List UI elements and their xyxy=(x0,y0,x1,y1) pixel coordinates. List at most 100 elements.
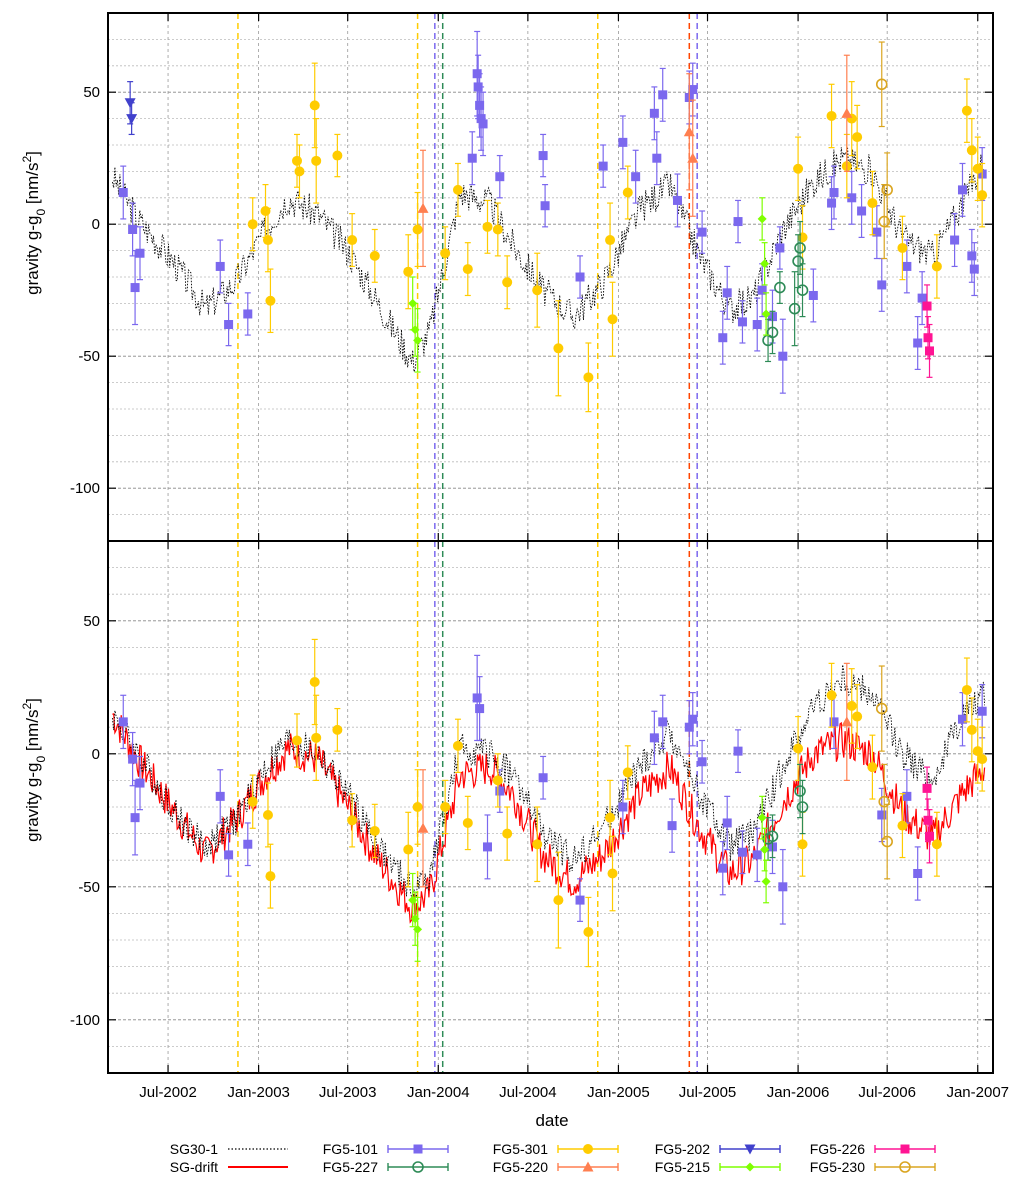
series-fg5-226 xyxy=(922,766,935,864)
series-fg5-230 xyxy=(875,41,893,260)
data-point xyxy=(583,927,594,938)
data-point xyxy=(797,839,808,850)
data-point xyxy=(403,266,414,277)
data-point xyxy=(977,754,988,765)
legend-label: FG5-215 xyxy=(655,1159,710,1175)
legend-entry-fg5-215: FG5-215 xyxy=(655,1159,781,1175)
series-fg5-301 xyxy=(247,638,988,968)
legend-marker xyxy=(899,1161,911,1173)
data-point xyxy=(476,114,486,124)
y-axis-label-top-close: ] xyxy=(23,151,42,156)
data-point xyxy=(718,333,728,343)
data-point xyxy=(126,114,138,125)
data-point xyxy=(605,812,616,823)
data-point xyxy=(796,284,809,297)
y-axis-label-top-main: gravity g-g xyxy=(23,216,42,295)
x-tick-label: Jul-2002 xyxy=(139,1084,197,1101)
legend-entry-fg5-227: FG5-227 xyxy=(323,1159,449,1175)
data-point xyxy=(243,309,253,319)
legend-marker xyxy=(583,1144,593,1154)
data-point xyxy=(752,850,762,860)
data-point xyxy=(794,242,806,254)
data-point xyxy=(752,320,762,330)
data-point xyxy=(538,773,548,783)
data-point xyxy=(872,227,882,237)
data-point xyxy=(538,151,548,161)
data-point xyxy=(482,842,492,852)
data-point xyxy=(475,704,485,714)
data-point xyxy=(598,161,608,171)
data-point xyxy=(881,184,893,196)
x-tick-label: Jan-2005 xyxy=(587,1084,650,1101)
data-point xyxy=(881,835,893,848)
data-point xyxy=(917,293,927,303)
data-point xyxy=(247,219,258,230)
legend-entry-fg5-101: FG5-101 xyxy=(323,1141,449,1157)
data-point xyxy=(687,152,699,163)
data-point xyxy=(841,107,853,118)
data-point xyxy=(118,717,128,727)
series-fg5-215 xyxy=(408,795,771,962)
x-tick-label: Jul-2005 xyxy=(679,1084,737,1101)
data-point xyxy=(311,155,322,166)
data-point xyxy=(733,746,743,756)
data-point xyxy=(957,185,967,195)
data-point xyxy=(532,285,543,296)
x-tick-label: Jan-2004 xyxy=(407,1084,470,1101)
data-point xyxy=(794,785,806,797)
sg-drift-line xyxy=(112,712,986,924)
data-point xyxy=(972,746,983,757)
data-point xyxy=(875,78,888,91)
data-point xyxy=(922,783,932,793)
series-fg5-220 xyxy=(417,662,853,888)
series-fg5-227 xyxy=(762,763,809,861)
data-point xyxy=(757,285,767,295)
data-point xyxy=(778,351,788,361)
y-axis-label-bottom-close: ] xyxy=(23,698,42,703)
data-point xyxy=(852,711,863,722)
legend: SG30-1 FG5-101 FG5-301 FG5-202 FG5-226 SG-dri… xyxy=(170,1141,936,1175)
data-point xyxy=(778,882,788,892)
data-point xyxy=(733,217,743,227)
bottom-panel: 50 0 -50 -100 Jul-2002 Jan-2003 Jul-2003 Jan-20… xyxy=(70,540,1009,1101)
data-point xyxy=(925,346,935,356)
data-point xyxy=(492,224,503,235)
y-axis-label-bottom-sub: 0 xyxy=(34,756,48,763)
y-tick-label: 0 xyxy=(92,746,100,763)
data-point xyxy=(130,283,140,293)
x-tick-label: Jan-2007 xyxy=(946,1084,1009,1101)
data-point xyxy=(478,119,488,129)
data-point xyxy=(262,809,273,820)
y-axis-label-bottom-sup: 2 xyxy=(20,703,34,710)
legend-entry-sg30-1: SG30-1 xyxy=(170,1141,288,1157)
data-point xyxy=(913,338,923,348)
data-point xyxy=(931,839,942,850)
legend-marker xyxy=(412,1161,424,1173)
data-point xyxy=(583,372,594,383)
data-point xyxy=(265,295,276,306)
legend-entry-fg5-202: FG5-202 xyxy=(655,1141,781,1157)
data-point xyxy=(347,815,358,826)
y-axis-label-top: gravity g-g0 [nm/s2] xyxy=(20,151,48,295)
data-point xyxy=(841,716,853,727)
data-point xyxy=(467,153,477,163)
data-point xyxy=(412,224,423,235)
series-fg5-230 xyxy=(875,665,893,880)
data-point xyxy=(875,702,888,715)
data-point xyxy=(761,876,771,886)
data-point xyxy=(347,235,358,246)
legend-marker xyxy=(413,1144,423,1154)
data-point xyxy=(332,724,343,735)
data-point xyxy=(683,126,695,137)
data-point xyxy=(224,850,234,860)
series-fg5-226 xyxy=(922,284,935,378)
data-point xyxy=(766,830,779,843)
series-fg5-215 xyxy=(408,197,771,373)
legend-label: SG30-1 xyxy=(170,1141,218,1157)
data-point xyxy=(413,335,423,345)
data-point xyxy=(311,732,322,743)
data-point xyxy=(684,722,694,732)
data-point xyxy=(292,735,303,746)
data-point xyxy=(575,895,585,905)
